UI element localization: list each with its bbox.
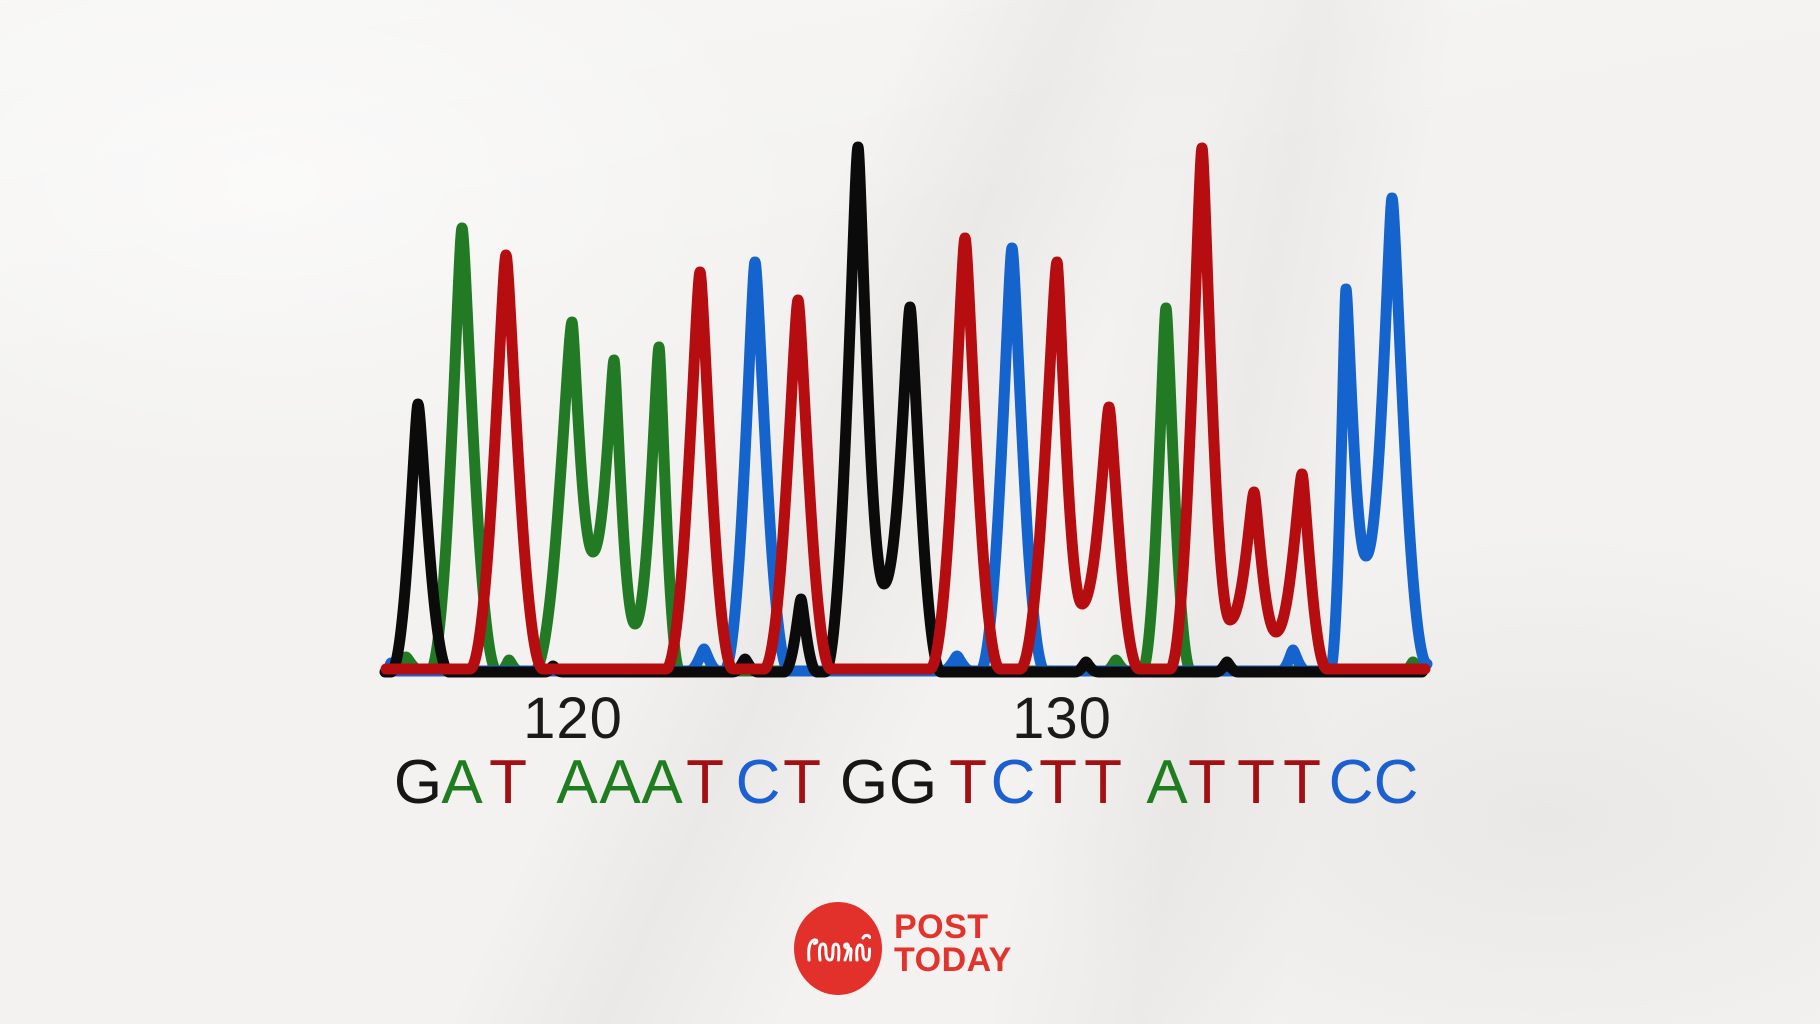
base-call-letter: A [641, 748, 683, 817]
base-call-letter: T [783, 748, 821, 817]
base-call-letter: C [1328, 748, 1374, 817]
base-call-letter: T [1188, 748, 1226, 817]
x-tick-label: 130 [1012, 686, 1112, 751]
base-call-letter: G [888, 748, 938, 817]
base-call-letter: G [839, 748, 889, 817]
base-call-letter: G [393, 748, 443, 817]
base-call-letter: A [599, 748, 641, 817]
base-call-letter: A [1146, 748, 1188, 817]
base-call-letter: T [686, 748, 724, 817]
base-call-letter: T [1084, 748, 1122, 817]
base-call-letter: T [1237, 748, 1275, 817]
x-tick-label: 120 [523, 686, 623, 751]
base-call-letter: T [1039, 748, 1077, 817]
trace-channel-A [382, 222, 1429, 677]
base-call-letter: C [990, 748, 1036, 817]
base-call-letter: T [1283, 748, 1321, 817]
base-call-letter: A [441, 748, 483, 817]
base-call-letter: C [1373, 748, 1419, 817]
base-call-letter: T [489, 748, 527, 817]
base-call-letter: A [556, 748, 598, 817]
base-call-letter: C [735, 748, 781, 817]
trace-channel-T [380, 142, 1431, 675]
base-call-letter: T [949, 748, 987, 817]
